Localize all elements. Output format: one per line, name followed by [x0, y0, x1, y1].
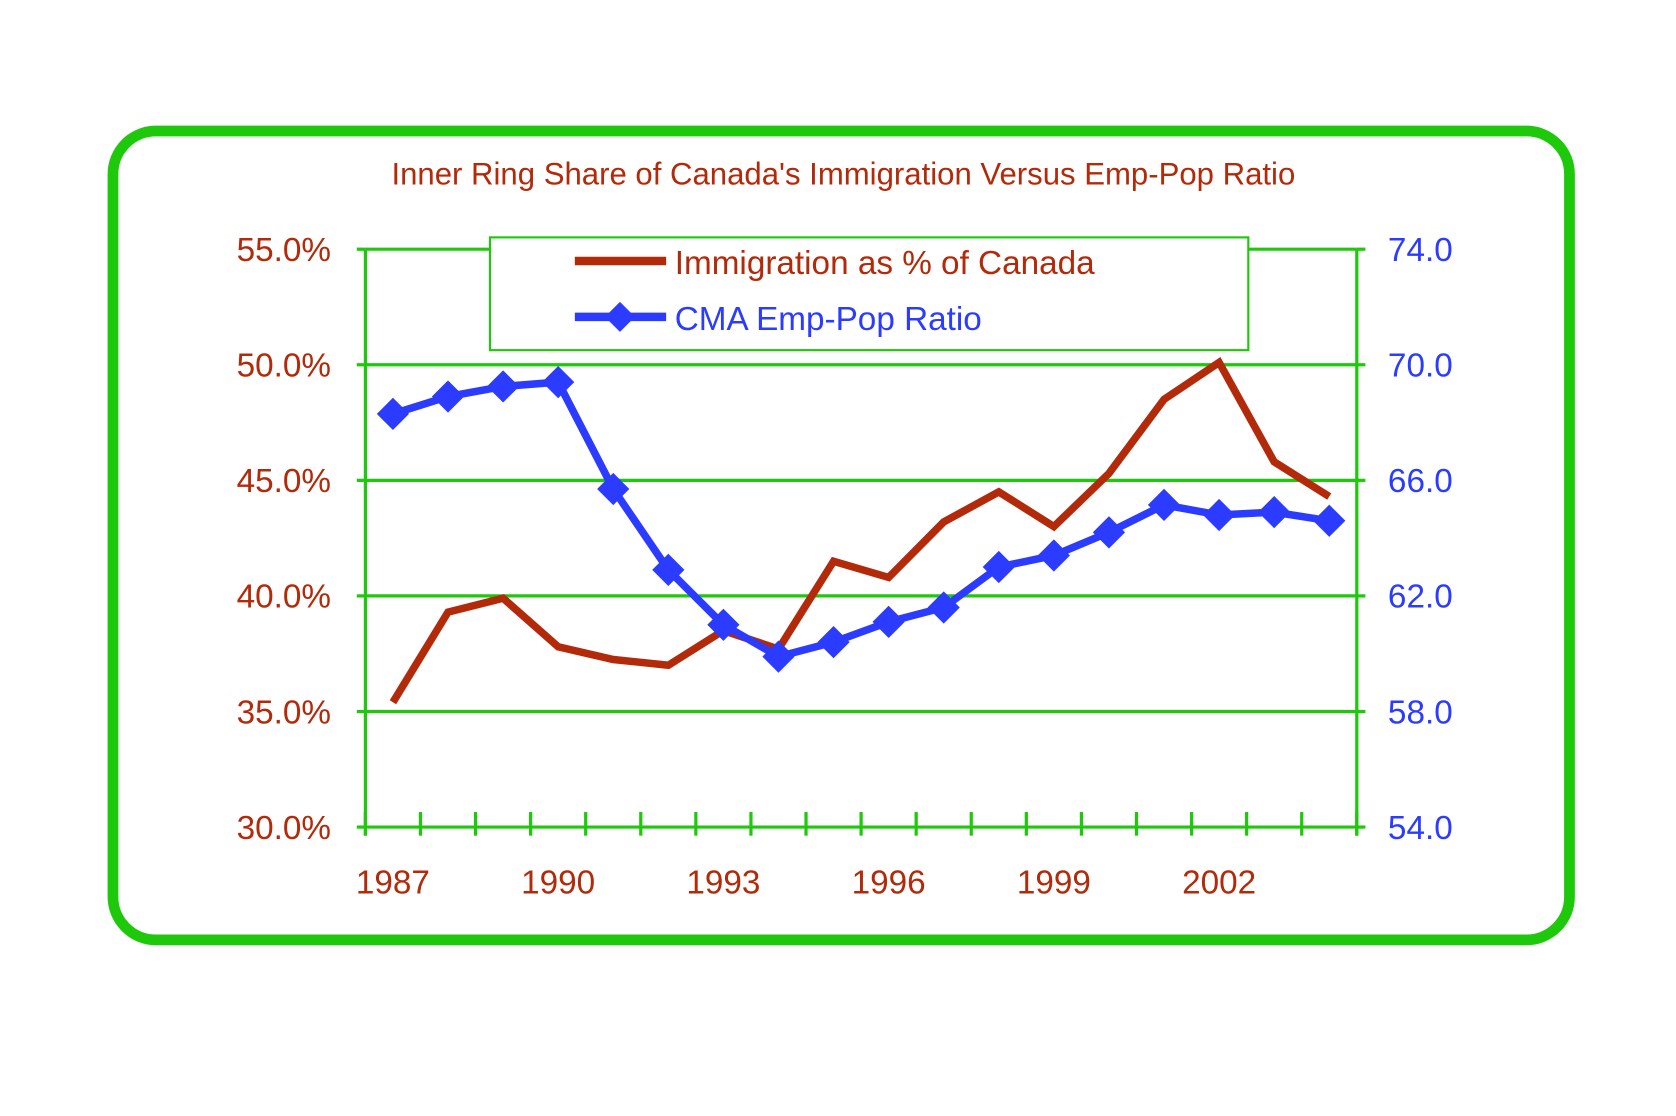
y-right-tick-label: 66.0: [1388, 463, 1453, 500]
y-right-tick-label: 54.0: [1388, 810, 1453, 847]
data-point-emp-pop: [1258, 496, 1291, 529]
x-tick-label: 1999: [1017, 865, 1091, 902]
data-point-emp-pop: [762, 640, 795, 673]
data-point-emp-pop: [927, 591, 960, 624]
x-tick-label: 2002: [1182, 865, 1256, 902]
data-point-emp-pop: [1147, 488, 1181, 522]
x-tick-label: 1996: [852, 865, 926, 902]
data-point-emp-pop: [542, 365, 575, 399]
legend-label-immigration: Immigration as % of Canada: [675, 245, 1095, 282]
legend-label-emp-pop: CMA Emp-Pop Ratio: [675, 301, 982, 338]
series-layer: [376, 357, 1346, 705]
series-line-emp-pop: [391, 378, 1330, 661]
legend-box: [488, 236, 1250, 352]
series-line-immigration: [389, 357, 1332, 705]
y-right-tick-label: 74.0: [1388, 232, 1453, 269]
data-point-emp-pop: [1092, 516, 1126, 549]
y-left-tick-label: 30.0%: [237, 810, 331, 847]
chart-title: Inner Ring Share of Canada's Immigration…: [391, 157, 1295, 192]
data-point-emp-pop: [872, 605, 905, 639]
y-left-tick-label: 55.0%: [237, 232, 331, 269]
y-left-tick-label: 50.0%: [237, 348, 331, 385]
y-right-tick-label: 70.0: [1388, 348, 1453, 385]
legend: Immigration as % of Canada CMA Emp-Pop R…: [488, 236, 1250, 352]
data-point-emp-pop: [376, 397, 410, 430]
chart-frame: [107, 125, 1575, 946]
y-left-tick-label: 45.0%: [237, 463, 331, 500]
y-right-tick-label: 58.0: [1388, 694, 1453, 731]
data-point-emp-pop: [597, 472, 630, 506]
y-left-tick-label: 35.0%: [237, 694, 331, 731]
data-point-emp-pop: [431, 380, 465, 413]
data-point-emp-pop: [1037, 539, 1070, 572]
data-point-emp-pop: [652, 553, 685, 587]
data-point-emp-pop: [707, 608, 740, 641]
data-point-emp-pop: [1202, 498, 1236, 532]
legend-diamond-marker: [604, 301, 635, 332]
data-point-emp-pop: [982, 550, 1015, 584]
data-point-emp-pop: [817, 626, 850, 659]
y-left-tick-label: 40.0%: [237, 579, 331, 616]
y-right-tick-label: 62.0: [1388, 579, 1453, 616]
x-tick-label: 1987: [356, 865, 430, 902]
x-tick-label: 1990: [521, 865, 595, 902]
data-point-emp-pop: [1313, 504, 1346, 537]
axes: 30.0% 54.0 35.0% 58.0 40.0% 62.0 45.0% 66.0 50.0…: [237, 232, 1453, 902]
data-point-emp-pop: [486, 370, 520, 403]
x-tick-label: 1993: [686, 865, 760, 902]
